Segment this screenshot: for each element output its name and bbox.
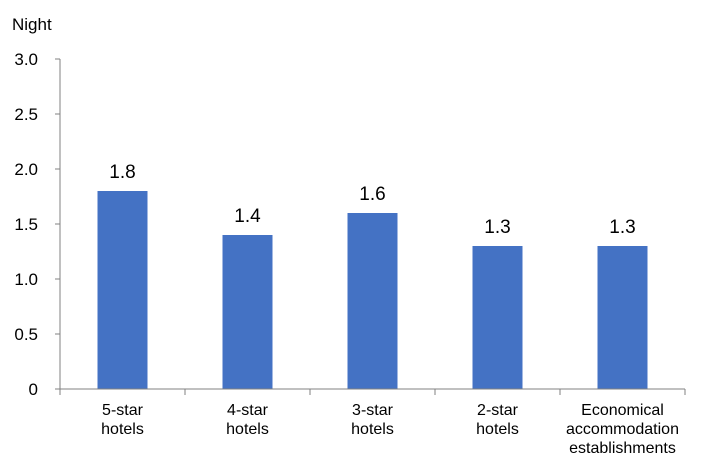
y-tick-label: 3.0 (14, 50, 38, 69)
x-category-label: hotels (351, 421, 394, 438)
x-category-label: 5-star (102, 402, 144, 419)
x-category-label: hotels (101, 421, 144, 438)
bars-group (97, 191, 648, 389)
bar-value-label: 1.6 (359, 184, 385, 205)
bar (347, 213, 398, 389)
x-category-label: establishments (569, 440, 676, 457)
y-tick-label: 2.0 (14, 160, 38, 179)
x-axis-ticks: 5-star hotels 4-star hotels 3-star hotels 2-st… (59, 389, 686, 457)
y-tick-label: 1.0 (14, 270, 38, 289)
y-tick-label: 1.5 (14, 215, 38, 234)
x-category-label: 2-star (477, 402, 519, 419)
bar (222, 235, 273, 389)
x-category-label: 4-star (227, 402, 269, 419)
y-axis-ticks: 0 0.5 1.0 1.5 2.0 2.5 3.0 (14, 50, 60, 399)
bar-value-label: 1.3 (484, 217, 510, 238)
bar-value-label: 1.8 (109, 162, 135, 183)
bar (597, 246, 648, 389)
value-labels-group: 1.8 1.4 1.6 1.3 1.3 (109, 162, 635, 238)
y-axis-unit-label: Night (12, 15, 52, 34)
x-category-label: hotels (476, 421, 519, 438)
x-category-label: accommodation (566, 421, 679, 438)
y-tick-label: 2.5 (14, 105, 38, 124)
y-tick-label: 0.5 (14, 325, 38, 344)
bar (472, 246, 523, 389)
x-category-label: hotels (226, 421, 269, 438)
x-category-label: Economical (581, 402, 664, 419)
x-category-label: 3-star (352, 402, 394, 419)
bar (97, 191, 148, 389)
y-tick-label: 0 (29, 380, 38, 399)
bar-value-label: 1.4 (234, 206, 261, 227)
bar-value-label: 1.3 (609, 217, 635, 238)
